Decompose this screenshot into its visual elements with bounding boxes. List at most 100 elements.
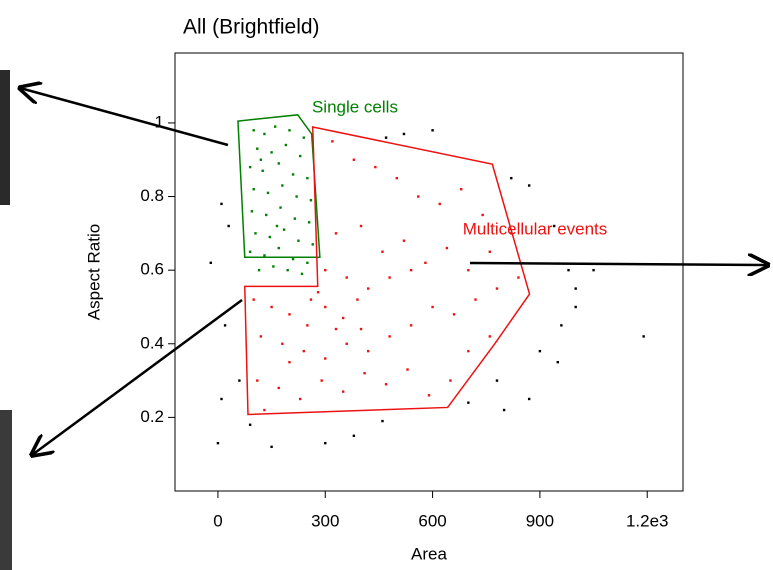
scatter-point <box>495 287 499 290</box>
scatter-point <box>270 151 273 154</box>
scatter-point <box>273 125 277 128</box>
scatter-point <box>431 129 434 132</box>
scatter-point <box>352 158 356 161</box>
cropped-image-edge <box>0 410 12 570</box>
scatter-point <box>311 243 314 246</box>
scatter-point <box>384 136 388 139</box>
scatter-point <box>288 360 291 364</box>
scatter-point <box>510 232 513 235</box>
scatter-point <box>261 169 264 172</box>
scatter-point <box>510 176 513 180</box>
scatter-point <box>288 129 291 132</box>
annotation-arrows <box>20 88 768 455</box>
gate-polygon <box>243 126 531 416</box>
scatter-point <box>297 239 300 242</box>
scatter-point <box>363 372 366 375</box>
scatter-point <box>556 360 559 364</box>
scatter-point <box>467 349 470 353</box>
scatter-point <box>527 397 531 401</box>
scatter-point <box>299 154 302 158</box>
scatter-point <box>334 327 338 331</box>
scatter-point <box>316 291 320 294</box>
scatter-point <box>388 276 391 279</box>
scatter-point <box>257 268 261 272</box>
scatter-point <box>254 232 257 235</box>
scatter-point <box>268 235 272 239</box>
scatter-point <box>388 335 391 338</box>
x-tick-label: 600 <box>418 511 446 530</box>
scatter-point <box>227 224 230 228</box>
scatter-point <box>409 268 413 272</box>
scatter-point <box>352 434 356 437</box>
scatter-point <box>459 187 463 191</box>
scatter-point <box>481 213 484 217</box>
scatter-point <box>402 132 406 136</box>
scatter-point <box>256 379 259 382</box>
scatter-point <box>300 272 304 276</box>
gate-label: Multicellular events <box>463 219 608 238</box>
scatter-point <box>402 239 406 242</box>
scatter-point <box>381 419 384 423</box>
scatter-point <box>345 276 348 279</box>
scatter-point <box>216 441 220 445</box>
scatter-point <box>642 335 645 338</box>
scatter-point <box>256 147 259 150</box>
arrow <box>32 298 243 455</box>
scatter-point <box>324 268 327 272</box>
scatter-point <box>281 184 284 187</box>
scatter-point <box>252 129 255 132</box>
scatter-point <box>488 250 492 253</box>
scatter-point <box>279 206 282 209</box>
scatter-point <box>488 335 492 338</box>
scatter-point <box>384 383 388 386</box>
scatter-point <box>374 165 377 169</box>
scatter-point <box>538 349 542 353</box>
y-tick-label: 0.6 <box>140 260 164 279</box>
scatter-point <box>295 195 298 198</box>
scatter-point <box>288 313 291 316</box>
scatter-point <box>291 173 295 176</box>
y-tick-label: 0.4 <box>140 333 164 352</box>
scatter-point <box>307 221 311 224</box>
scatter-point <box>263 254 266 257</box>
scatter-point <box>467 401 470 404</box>
scatter-point <box>341 316 345 320</box>
cropped-image-edge <box>0 70 10 205</box>
scatter-point <box>324 357 327 360</box>
scatter-point <box>302 136 305 139</box>
gate-polygon <box>237 114 321 259</box>
scatter-point <box>306 324 309 327</box>
arrow <box>469 263 768 265</box>
scatter-point <box>406 368 409 371</box>
scatter-point <box>366 287 370 290</box>
y-tick-label: 0.2 <box>140 407 164 426</box>
scatter-point <box>293 217 297 220</box>
scatter-point <box>324 305 327 309</box>
scatter-point <box>284 143 288 147</box>
scatter-point <box>248 165 252 169</box>
scatter-point <box>449 379 452 382</box>
scatter-point <box>560 324 563 327</box>
scatter-point <box>266 191 270 195</box>
scatter-point <box>263 408 266 412</box>
scatter-point <box>567 268 570 272</box>
x-tick-label: 900 <box>526 511 554 530</box>
scatter-point <box>250 210 254 213</box>
scatter-point <box>395 176 399 180</box>
scatter-point <box>320 379 323 382</box>
scatter-point <box>220 397 223 401</box>
scatter-point <box>409 324 413 327</box>
scatter-point <box>248 250 252 253</box>
scatter-point <box>220 202 223 206</box>
chart-title: All (Brightfield) <box>183 16 320 39</box>
scatter-point <box>527 184 531 187</box>
scatter-point <box>252 298 255 301</box>
scatter-point <box>277 386 280 390</box>
scatter-point <box>431 305 434 309</box>
scatter-point <box>270 445 273 449</box>
scatter-point <box>331 140 334 143</box>
scatter-point <box>592 268 595 272</box>
scatter-point <box>334 232 338 235</box>
gate-label: Single cells <box>312 97 398 116</box>
scatter-point <box>341 390 345 393</box>
